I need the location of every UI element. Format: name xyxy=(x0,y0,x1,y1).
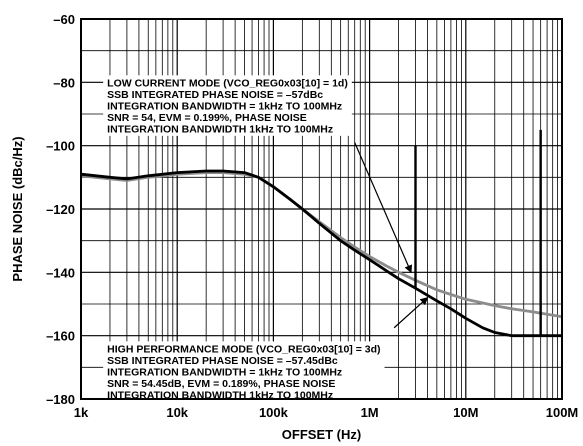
annotation-line: INTEGRATION BANDWIDTH 1kHz TO 100MHz xyxy=(107,123,333,135)
annotation-1: LOW CURRENT MODE (VCO_REG0x03[10] = 1d)S… xyxy=(103,75,412,274)
annotation-2: HIGH PERFORMANCE MODE (VCO_REG0x03[10] =… xyxy=(103,296,429,402)
series-group xyxy=(80,169,563,338)
spurs-group xyxy=(414,129,542,336)
annotation-arrow xyxy=(354,142,412,274)
y-tick-label: –60 xyxy=(53,12,75,27)
annotation-background xyxy=(103,341,385,402)
annotation-background xyxy=(103,75,352,136)
x-tick-labels: 1k 10k 100k 1M 10M 100M xyxy=(74,405,579,420)
series-line-1 xyxy=(80,171,563,319)
annotation-line: INTEGRATION BANDWIDTH = 1kHz TO 100MHz xyxy=(107,366,342,378)
y-tick-label: –80 xyxy=(53,75,75,90)
annotation-line: SNR = 54.45dB, EVM = 0.189%, PHASE NOISE xyxy=(107,378,335,390)
y-tick-label: –160 xyxy=(46,329,75,344)
y-tick-label: –100 xyxy=(46,139,75,154)
y-tick-label: –180 xyxy=(46,392,75,407)
annotations-group: LOW CURRENT MODE (VCO_REG0x03[10] = 1d)S… xyxy=(103,75,429,402)
x-tick-label: 10k xyxy=(166,405,188,420)
x-tick-label: 100k xyxy=(259,405,289,420)
x-tick-label: 10M xyxy=(453,405,478,420)
annotation-line: LOW CURRENT MODE (VCO_REG0x03[10] = 1d) xyxy=(107,77,348,89)
annotation-line: SSB INTEGRATED PHASE NOISE = –57dBc xyxy=(107,89,323,101)
x-tick-label: 1M xyxy=(361,405,379,420)
annotation-arrow xyxy=(393,296,429,329)
series-line-2 xyxy=(80,169,562,338)
annotation-line: SSB INTEGRATED PHASE NOISE = –57.45dBc xyxy=(107,355,338,367)
annotation-line: SNR = 54, EVM = 0.199%, PHASE NOISE xyxy=(107,112,307,124)
y-tick-label: –140 xyxy=(46,265,75,280)
annotation-line: INTEGRATION BANDWIDTH = 1kHz TO 100MHz xyxy=(107,100,342,112)
y-tick-labels: –60 –80 –100 –120 –140 –160 –180 xyxy=(46,12,75,407)
x-tick-label: 100M xyxy=(546,405,579,420)
x-tick-label: 1k xyxy=(74,405,89,420)
y-tick-label: –120 xyxy=(46,202,75,217)
y-axis-title: PHASE NOISE (dBc/Hz) xyxy=(10,136,25,281)
x-axis-title: OFFSET (Hz) xyxy=(282,427,361,442)
plot-frame xyxy=(80,18,563,400)
annotation-line: HIGH PERFORMANCE MODE (VCO_REG0x03[10] =… xyxy=(107,343,380,355)
